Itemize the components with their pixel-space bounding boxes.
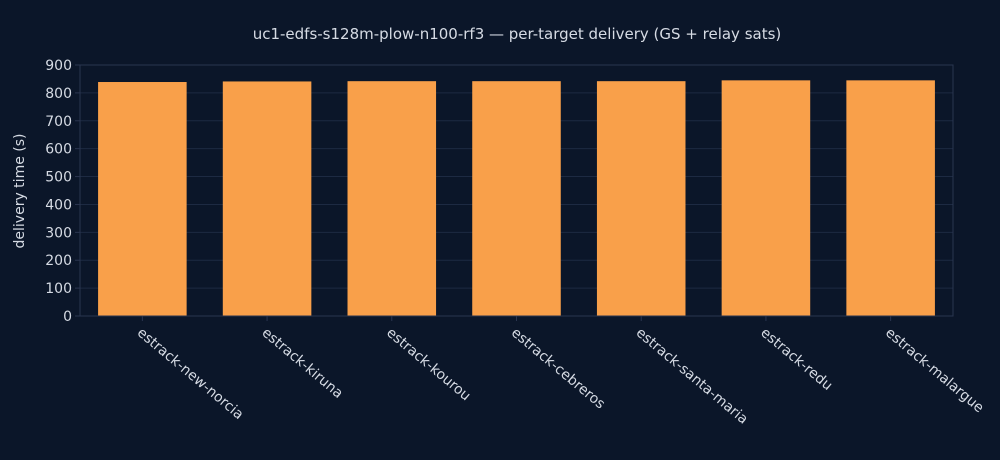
bar-estrack-malargue [846,80,935,316]
y-tick-label: 300 [45,225,72,241]
x-tick-label: estrack-redu [757,325,835,394]
x-tick-label: estrack-cebreros [508,325,608,413]
x-tick-label: estrack-santa-maria [633,325,751,428]
bar-estrack-cebreros [472,81,561,316]
y-tick-label: 900 [45,58,72,74]
y-axis-ticks: 0 100 200 300 400 500 600 700 800 900 [45,58,80,325]
x-tick-label: estrack-kiruna [259,325,346,402]
y-tick-label: 0 [63,309,72,325]
y-tick-label: 100 [45,281,72,297]
plot-frame [79,64,954,317]
y-tick-label: 200 [45,253,72,269]
bar-estrack-santa-maria [596,81,686,316]
x-tick-label: estrack-new-norcia [134,325,247,423]
y-tick-label: 600 [45,142,72,158]
x-tick-label: estrack-kourou [383,325,473,404]
y-tick-label: 500 [45,170,72,186]
bars [98,80,935,317]
chart-title: uc1-edfs-s128m-plow-n100-rf3 — per-targe… [253,25,782,43]
y-axis-label: delivery time (s) [12,134,28,249]
x-tick-label: estrack-malargue [882,325,987,416]
y-tick-label: 400 [45,197,72,213]
bar-estrack-kiruna [222,81,312,317]
bar-estrack-kourou [347,81,437,316]
x-axis-ticks: estrack-new-norcia estrack-kiruna estrack-… [134,316,987,428]
y-tick-label: 800 [45,86,72,102]
bar-estrack-new-norcia [98,82,187,316]
y-tick-label: 700 [45,114,72,130]
bar-estrack-redu [721,80,811,316]
